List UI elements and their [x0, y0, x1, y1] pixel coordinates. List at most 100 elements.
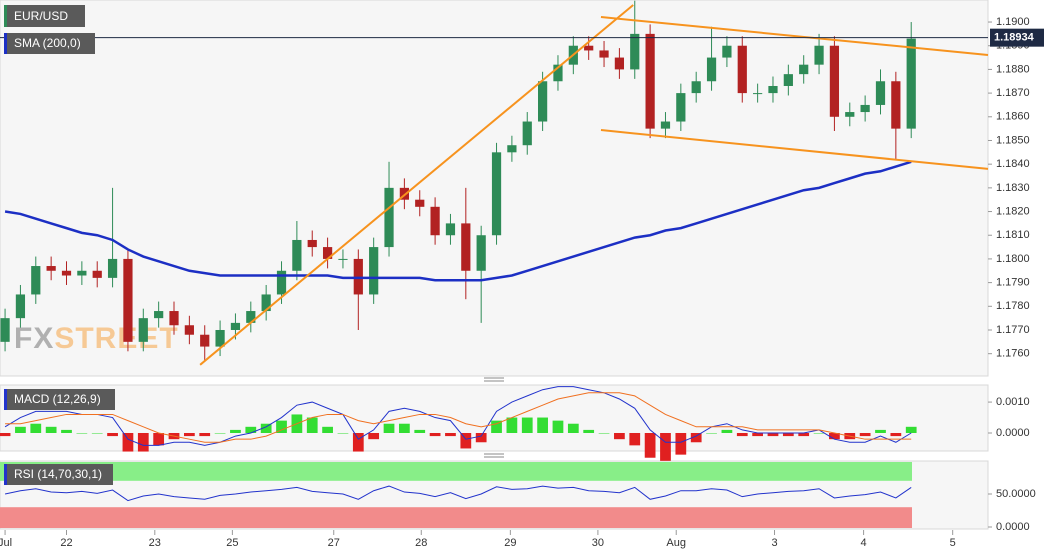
- x-tick-label: 29: [504, 537, 516, 549]
- overbought-zone: [0, 462, 912, 481]
- candle-body: [538, 81, 548, 122]
- candle-body: [322, 247, 333, 259]
- candle-body: [860, 104, 870, 113]
- y-tick-label: 1.1790: [996, 277, 1030, 289]
- candle-body: [891, 81, 901, 129]
- histogram-bar: [322, 426, 333, 433]
- watermark-part: STREET: [54, 322, 178, 355]
- resize-handle[interactable]: [484, 377, 504, 382]
- histogram-bar: [690, 432, 702, 443]
- histogram-bar: [122, 432, 134, 452]
- legend-marker: [4, 33, 7, 54]
- histogram-bar: [798, 432, 810, 437]
- histogram-bar: [107, 432, 118, 437]
- y-tick-label: 1.1880: [996, 63, 1030, 75]
- candle-body: [292, 239, 302, 271]
- title-marker: [4, 5, 7, 27]
- candle-body: [476, 235, 486, 271]
- trendline: [600, 129, 989, 170]
- histogram-bar: [890, 432, 902, 437]
- histogram-bar: [491, 420, 502, 433]
- y-tick-label: 50.0000: [996, 488, 1036, 500]
- candle-body: [875, 81, 886, 105]
- candle-body: [753, 93, 763, 95]
- y-tick-label: 1.1780: [996, 300, 1030, 312]
- x-tick-label: Aug: [666, 537, 686, 549]
- candle-body: [107, 258, 118, 278]
- candle-body: [154, 311, 164, 319]
- x-tick-label: Jul: [0, 537, 12, 549]
- x-tick-label: 25: [226, 537, 238, 549]
- y-tick-label: 0.0010: [996, 396, 1030, 408]
- histogram-bar: [414, 429, 426, 433]
- y-tick-label: 0.0000: [996, 521, 1030, 533]
- candle-body: [584, 45, 594, 51]
- histogram-bar: [537, 417, 548, 433]
- y-tick-label: 1.1860: [996, 111, 1030, 123]
- histogram-bar: [475, 432, 487, 443]
- candle-body: [814, 45, 824, 65]
- candle-body: [384, 187, 394, 248]
- histogram-bar: [583, 429, 595, 433]
- legend-entry: SMA (200,0): [14, 36, 81, 50]
- x-tick-label: 23: [149, 537, 161, 549]
- y-tick-label: 0.0000: [996, 427, 1030, 439]
- candle-body: [230, 322, 241, 330]
- histogram-bar: [752, 432, 764, 437]
- y-tick-label: 1.1900: [996, 16, 1030, 28]
- candle-body: [676, 93, 686, 122]
- y-tick-label: 1.1800: [996, 253, 1030, 265]
- candle-body: [737, 45, 747, 94]
- histogram-bar: [245, 426, 257, 433]
- candle-body: [507, 145, 517, 153]
- candle-body: [123, 258, 133, 342]
- histogram-bar: [521, 417, 533, 433]
- candle-body: [445, 223, 456, 236]
- plot-layer: FXSTREET1.19001.18901.18801.18701.18601.…: [0, 0, 1044, 549]
- candle-body: [338, 258, 348, 260]
- histogram-bar: [859, 432, 871, 437]
- legend-box: [4, 33, 95, 54]
- candle-body: [706, 57, 717, 82]
- histogram-bar: [660, 432, 671, 461]
- histogram-bar: [429, 432, 441, 437]
- candle-body: [906, 38, 916, 129]
- histogram-bar: [614, 432, 625, 440]
- candle-body: [722, 45, 732, 58]
- histogram-bar: [567, 423, 579, 433]
- line: [4, 386, 912, 446]
- candle-body: [77, 270, 87, 276]
- histogram-bar: [383, 423, 395, 433]
- rsi-title: RSI (14,70,30,1): [14, 467, 102, 481]
- histogram-bar: [905, 426, 917, 433]
- x-tick-label: 4: [861, 537, 867, 549]
- candle-body: [0, 318, 10, 342]
- histogram-bar: [76, 432, 88, 434]
- candle-body: [61, 270, 72, 276]
- line: [4, 160, 912, 282]
- x-tick-label: 22: [60, 537, 72, 549]
- price-label-box: [990, 28, 1044, 47]
- histogram-bar: [306, 417, 318, 433]
- histogram-bar: [61, 429, 72, 433]
- legend: EUR/USD SMA (200,0) MACD (12,26,9) RSI (…: [4, 5, 115, 485]
- histogram-bar: [736, 432, 748, 437]
- oversold-zone: [0, 507, 912, 528]
- macd-panel: [0, 384, 989, 452]
- histogram-bar: [183, 432, 195, 437]
- candle-body: [829, 45, 840, 117]
- candle-body: [691, 81, 701, 94]
- histogram-bar: [506, 417, 518, 433]
- candle-body: [92, 270, 102, 278]
- candle-body: [799, 64, 809, 75]
- trendline: [199, 4, 634, 366]
- histogram-bar: [399, 423, 410, 433]
- candle-body: [660, 121, 671, 129]
- candle-body: [276, 270, 287, 295]
- candle-body: [522, 121, 532, 146]
- resize-handle[interactable]: [484, 453, 504, 458]
- candle-body: [491, 152, 502, 236]
- macd-title: MACD (12,26,9): [14, 392, 101, 406]
- y-tick-label: 1.1850: [996, 134, 1030, 146]
- candle-body: [184, 325, 194, 335]
